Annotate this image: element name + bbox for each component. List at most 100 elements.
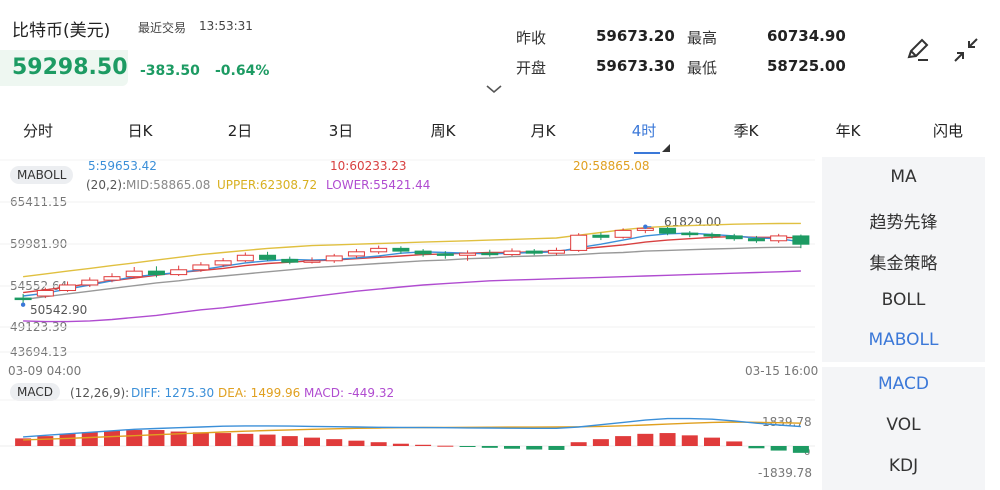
macd-bar-33 <box>748 446 765 449</box>
boll-mid: MID:58865.08 <box>126 178 211 192</box>
expand-chevron-icon[interactable] <box>485 80 503 99</box>
x-label-start: 03-09 04:00 <box>8 364 82 378</box>
tab-1[interactable]: 日K <box>127 122 153 140</box>
macd-bar-21 <box>481 446 498 448</box>
macd-bar-12 <box>281 436 298 446</box>
boll-upper-line <box>23 222 801 278</box>
candle-body-0 <box>14 297 32 301</box>
tab-0[interactable]: 分时 <box>22 122 53 140</box>
prev-close-label: 昨收 <box>516 29 547 47</box>
macd-bar-15 <box>348 440 365 446</box>
tab-4[interactable]: 周K <box>430 122 456 140</box>
active-tab-underline <box>634 152 660 154</box>
side-menu-item-0[interactable]: MA <box>890 167 917 187</box>
min-dot <box>20 302 26 307</box>
macd-bar-35 <box>792 446 809 453</box>
boll-params: (20,2): <box>86 178 127 192</box>
candle-body-29 <box>659 227 677 234</box>
macd-bar-30 <box>681 435 698 446</box>
macd-bar-14 <box>326 439 343 446</box>
side-menu-item-3[interactable]: BOLL <box>881 290 926 310</box>
current-price: 59298.50 <box>12 55 128 80</box>
macd-bar-4 <box>104 430 120 446</box>
candle-body-25 <box>570 234 588 251</box>
tab-2[interactable]: 2日 <box>227 122 253 140</box>
diff-line <box>23 417 801 438</box>
tab-9[interactable]: 闪电 <box>932 122 963 140</box>
candle-body-33 <box>747 238 765 242</box>
macd-bar-31 <box>704 437 720 446</box>
tab-7[interactable]: 季K <box>733 122 759 140</box>
prev-close-value: 59673.20 <box>596 27 675 45</box>
low-label: 最低 <box>687 59 718 77</box>
candle-body-4 <box>103 276 121 281</box>
macd-bar-22 <box>504 446 520 449</box>
macd-bar-19 <box>437 445 454 447</box>
boll-lower: LOWER:55421.44 <box>326 178 431 192</box>
x-label-end: 03-15 16:00 <box>745 364 819 378</box>
tab-8[interactable]: 年K <box>835 122 861 140</box>
macd-bar-29 <box>659 433 676 446</box>
macd-bar-13 <box>304 437 320 446</box>
candle-body-18 <box>414 250 432 255</box>
candle-body-3 <box>81 279 99 286</box>
boll-upper: UPPER:62308.72 <box>217 178 318 192</box>
candle-body-34 <box>770 235 788 242</box>
candle-body-23 <box>525 250 543 254</box>
candle-body-26 <box>592 234 610 238</box>
macd-bar-0 <box>15 438 32 446</box>
price-change: -383.50 <box>140 63 200 79</box>
price-highlight <box>0 50 128 86</box>
boll-mid-line <box>23 246 801 301</box>
macd-bar-18 <box>415 444 432 446</box>
candle-body-19 <box>436 253 454 256</box>
macd-bar-23 <box>526 446 543 450</box>
candle-body-27 <box>614 229 632 238</box>
side-menu-item-2[interactable]: 集金策略 <box>869 254 938 274</box>
candle-body-32 <box>725 235 743 240</box>
tab-dropdown-caret-icon <box>662 137 670 156</box>
low-value: 58725.00 <box>767 57 846 75</box>
macd-dea: DEA: 1499.96 <box>218 386 301 400</box>
side-menu-item-4[interactable]: MABOLL <box>868 330 939 350</box>
macd-bar-1 <box>37 436 54 446</box>
macd-bar-20 <box>459 446 476 447</box>
macd-y-bottom: -1839.78 <box>758 466 812 480</box>
ma5-value: 5:59653.42 <box>88 159 157 173</box>
collapse-arrows-icon[interactable] <box>952 36 980 68</box>
ma10-line <box>23 235 801 294</box>
high-value: 60734.90 <box>767 27 846 45</box>
side-menu-sub-item-0[interactable]: MACD <box>878 374 929 394</box>
macd-bar-5 <box>126 430 143 446</box>
side-menu-sub-item-1[interactable]: VOL <box>886 415 921 435</box>
candle-body-6 <box>147 270 165 276</box>
open-label: 开盘 <box>516 59 547 77</box>
macd-bar-26 <box>592 439 609 446</box>
macd-bar-28 <box>637 433 654 446</box>
indicator-pill-macd[interactable]: MACD <box>10 383 60 401</box>
pen-icon[interactable] <box>904 36 932 68</box>
side-menu-item-1[interactable]: 趋势先锋 <box>869 213 938 233</box>
macd-bar-8 <box>192 432 209 446</box>
tab-6[interactable]: 4时 <box>631 122 657 140</box>
macd-bar-32 <box>726 441 743 446</box>
macd-bar-16 <box>370 442 387 446</box>
candle-body-13 <box>303 260 321 263</box>
candle-body-5 <box>125 270 143 278</box>
macd-bar-11 <box>259 434 276 446</box>
candle-body-1 <box>36 289 54 297</box>
tab-3[interactable]: 3日 <box>328 122 354 140</box>
candle-body-16 <box>370 247 388 253</box>
tab-5[interactable]: 月K <box>530 122 556 140</box>
side-menu-sub-item-2[interactable]: KDJ <box>888 456 919 476</box>
macd-value: MACD: -449.32 <box>304 386 395 400</box>
macd-bar-17 <box>392 443 409 446</box>
indicator-pill-maboll[interactable]: MABOLL <box>10 166 74 184</box>
candle-body-35 <box>792 235 810 245</box>
candle-body-20 <box>459 252 477 256</box>
ma10-value: 10:60233.23 <box>330 159 407 173</box>
open-value: 59673.30 <box>596 57 675 75</box>
macd-bar-7 <box>170 431 187 446</box>
candle-body-24 <box>547 249 565 254</box>
